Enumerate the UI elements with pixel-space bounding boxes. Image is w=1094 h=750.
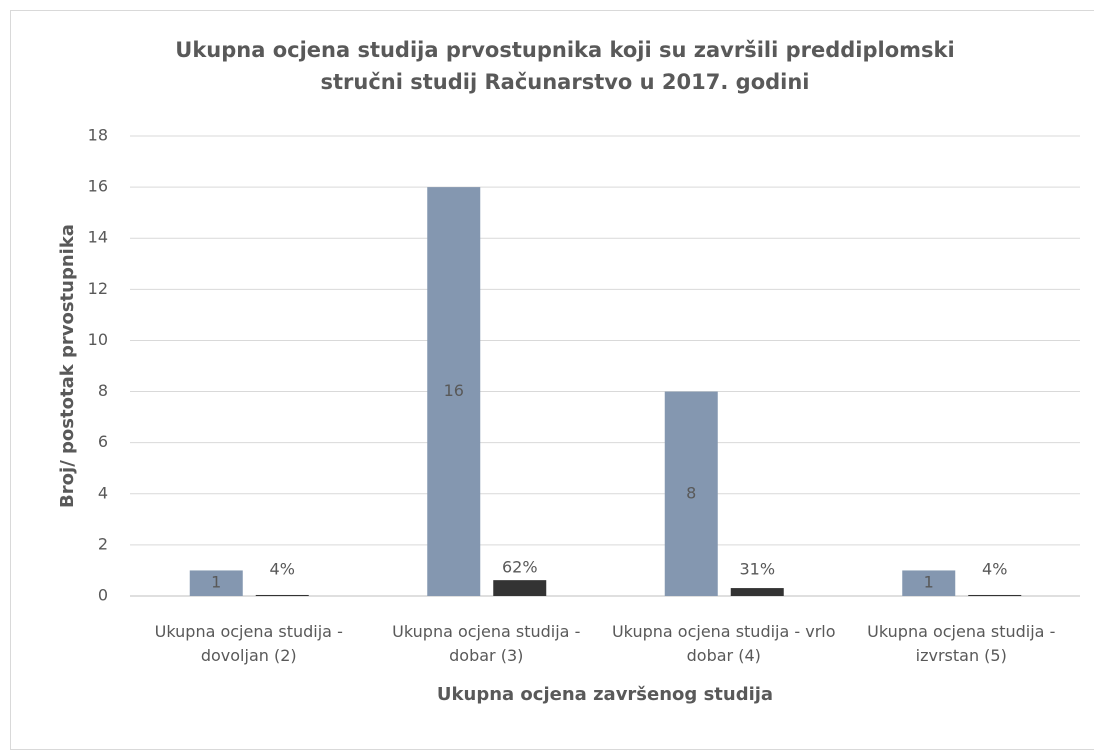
data-label: 16	[444, 381, 464, 400]
data-label: 1	[924, 573, 934, 592]
y-tick-label: 16	[88, 177, 108, 196]
bar	[730, 588, 784, 596]
y-tick-label: 6	[98, 432, 108, 451]
bar	[902, 570, 956, 596]
y-tick-label: 18	[88, 126, 108, 145]
data-label: 8	[686, 483, 696, 502]
y-tick-label: 8	[98, 381, 108, 400]
x-tick-label: Ukupna ocjena studija - dovoljan (2)	[154, 622, 343, 665]
y-tick-label: 4	[98, 483, 108, 502]
data-label: 4%	[982, 560, 1007, 579]
bar	[493, 580, 547, 596]
data-label: 4%	[270, 560, 295, 579]
data-label: 31%	[739, 560, 775, 579]
y-axis-title: Broj/ postotak prvostupnika	[57, 224, 78, 508]
bar	[427, 187, 481, 596]
x-axis-title: Ukupna ocjena završenog studija	[436, 684, 774, 705]
chart-title: Ukupna ocjena studija prvostupnika koji …	[175, 38, 955, 94]
y-tick-label: 0	[98, 586, 108, 605]
y-tick-label: 10	[88, 330, 108, 349]
data-label: 62%	[502, 558, 538, 577]
bar	[664, 391, 718, 596]
x-tick-label: Ukupna ocjena studija - dobar (3)	[392, 622, 581, 665]
bar	[968, 594, 1022, 596]
y-tick-label: 2	[98, 534, 108, 553]
x-tick-label: Ukupna ocjena studija - izvrstan (5)	[867, 622, 1056, 665]
x-tick-label: Ukupna ocjena studija - vrlo dobar (4)	[611, 622, 836, 665]
bar	[189, 570, 243, 596]
y-tick-label: 14	[88, 228, 108, 247]
data-label: 1	[211, 573, 221, 592]
y-tick-label: 12	[88, 279, 108, 298]
bar	[255, 594, 309, 596]
